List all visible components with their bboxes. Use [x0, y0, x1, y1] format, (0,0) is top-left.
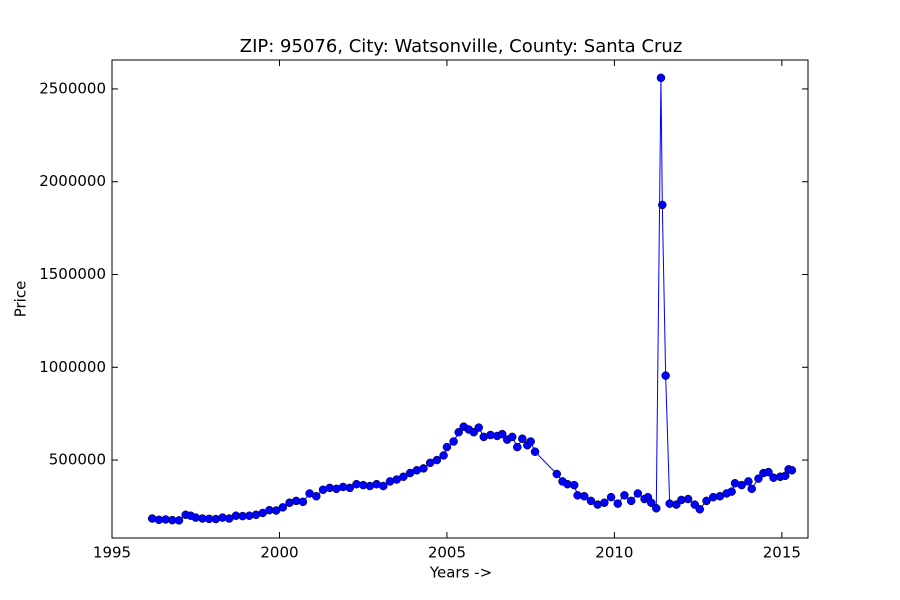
axes-frame: [111, 59, 809, 539]
point: [174, 516, 184, 525]
point: [737, 480, 746, 490]
point: [419, 464, 428, 473]
x-tick-label: 1995: [93, 544, 131, 562]
point: [764, 467, 773, 477]
point: [695, 504, 705, 514]
point: [633, 489, 643, 498]
point: [518, 434, 527, 443]
y-tick-label: 2000000: [39, 172, 106, 190]
x-tick-label: 2015: [763, 544, 801, 562]
point: [513, 442, 522, 452]
point: [439, 451, 448, 460]
point: [702, 496, 711, 506]
point: [652, 504, 661, 513]
y-tick-label: 500000: [49, 451, 106, 469]
x-tick-label: 2010: [595, 544, 633, 562]
point: [379, 481, 388, 491]
point: [345, 483, 355, 493]
point: [442, 442, 452, 452]
point: [526, 437, 535, 446]
point: [530, 447, 540, 456]
point: [754, 474, 763, 483]
point: [683, 494, 693, 504]
point: [454, 427, 463, 437]
point: [747, 484, 756, 494]
chart-title: ZIP: 95076, City: Watsonville, County: S…: [240, 36, 683, 57]
y-tick-label: 1500000: [39, 265, 106, 283]
point: [658, 200, 667, 210]
y-tick-label: 1000000: [39, 358, 106, 376]
point: [787, 466, 797, 475]
point: [727, 487, 736, 496]
point: [432, 455, 442, 465]
point: [620, 491, 629, 500]
point: [449, 437, 458, 446]
point: [613, 499, 623, 508]
point: [606, 492, 616, 502]
point: [646, 498, 656, 507]
x-tick-label: 2000: [260, 544, 298, 562]
point: [744, 477, 753, 486]
point: [656, 73, 666, 83]
point: [497, 429, 507, 439]
x-tick-label: 2005: [428, 544, 466, 562]
point: [569, 480, 579, 490]
point: [508, 432, 517, 442]
point: [474, 423, 484, 432]
point: [580, 491, 589, 501]
point: [278, 503, 288, 512]
point: [626, 496, 636, 506]
point: [600, 498, 609, 507]
point: [552, 469, 562, 479]
point: [298, 497, 308, 507]
x-axis-label: Years ->: [429, 564, 492, 582]
point: [661, 371, 670, 380]
point: [399, 472, 408, 482]
point: [312, 491, 321, 501]
y-axis-label: Price: [12, 281, 30, 318]
y-tick-label: 2500000: [39, 79, 106, 97]
point: [586, 496, 596, 506]
